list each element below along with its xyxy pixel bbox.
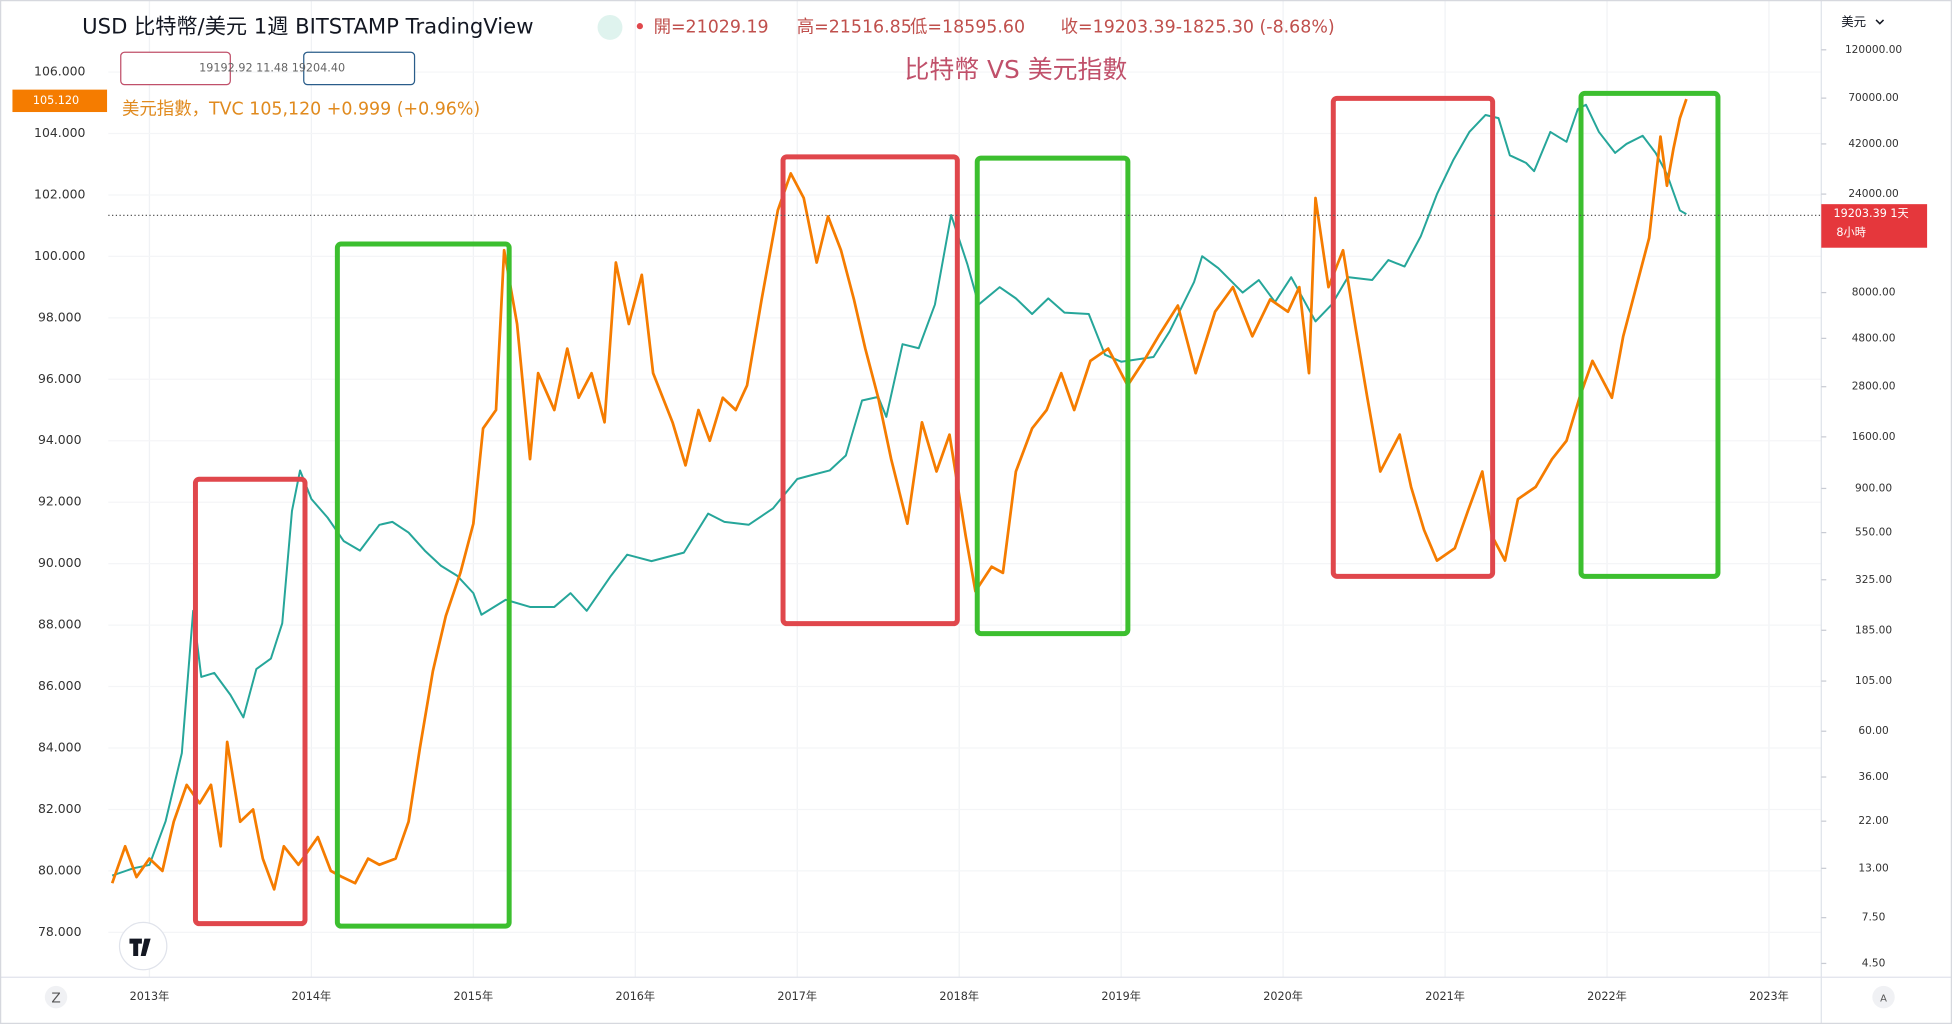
x-tick-label: 2018年 bbox=[939, 989, 979, 1003]
y-tick-label: 92.000 bbox=[38, 494, 82, 509]
input-box[interactable] bbox=[303, 51, 416, 86]
symbol-title: USD 比特幣/美元 1週 BITSTAMP TradingView bbox=[82, 13, 533, 38]
button-bg[interactable] bbox=[1872, 985, 1895, 1009]
x-tick-label: 2014年 bbox=[292, 989, 332, 1003]
y-tick-label: 94.000 bbox=[38, 432, 82, 447]
plot bbox=[110, 98, 1688, 891]
status-icon bbox=[597, 14, 623, 40]
green-box bbox=[334, 241, 512, 929]
x-tick-label: 2017年 bbox=[777, 989, 817, 1003]
y-tick-label: 88.000 bbox=[38, 617, 82, 632]
zoom-button[interactable]: Z bbox=[51, 990, 60, 1006]
y2-tick-label: 7.50 bbox=[1862, 912, 1886, 924]
ohlc-high: 高=21516.85 bbox=[797, 17, 912, 37]
y2-tick-label: 900.00 bbox=[1855, 482, 1892, 494]
y2-tick-label: 4.50 bbox=[1862, 957, 1886, 969]
logo-mark bbox=[129, 938, 151, 957]
input-values: 19192.92 11.48 19204.40 bbox=[199, 61, 345, 74]
y2-tick-label: 105.00 bbox=[1855, 675, 1892, 687]
right-price-tag-bg bbox=[1821, 204, 1928, 248]
y2-tick-label: 4800.00 bbox=[1852, 332, 1896, 344]
y2-tick-label: 2800.00 bbox=[1852, 381, 1896, 393]
x-tick-label: 2022年 bbox=[1587, 989, 1627, 1003]
y2-tick-label: 1600.00 bbox=[1852, 431, 1896, 443]
y-tick-label: 104.000 bbox=[34, 125, 86, 140]
x-tick-label: 2015年 bbox=[454, 989, 494, 1003]
red-box bbox=[780, 154, 960, 627]
currency-caret bbox=[1875, 19, 1885, 25]
button-bg[interactable] bbox=[44, 985, 68, 1009]
y2-tick-label: 120000.00 bbox=[1845, 44, 1902, 56]
y2-tick-label: 42000.00 bbox=[1848, 138, 1899, 150]
status-dot bbox=[636, 23, 643, 30]
ohlc-open: 開=21029.19 bbox=[654, 17, 769, 37]
y2-tick-label: 36.00 bbox=[1858, 771, 1889, 783]
y-tick-label: 84.000 bbox=[38, 739, 82, 754]
x-tick-label: 2021年 bbox=[1425, 989, 1465, 1003]
currency[interactable]: 美元 bbox=[1841, 14, 1866, 29]
y2-tick-label: 70000.00 bbox=[1848, 92, 1899, 104]
input-box[interactable] bbox=[120, 51, 231, 86]
y-tick-label: 96.000 bbox=[38, 371, 82, 386]
y2-tick-label: 22.00 bbox=[1858, 815, 1889, 827]
x-tick-label: 2020年 bbox=[1263, 989, 1303, 1003]
left-price-tag: 105.120 bbox=[33, 94, 79, 107]
y-tick-label: 100.000 bbox=[34, 248, 86, 263]
y2-tick-label: 8000.00 bbox=[1852, 287, 1896, 299]
y-tick-label: 102.000 bbox=[34, 186, 86, 201]
y-tick-label: 78.000 bbox=[38, 924, 82, 939]
y2-tick-label: 13.00 bbox=[1858, 862, 1889, 874]
x-tick-label: 2019年 bbox=[1101, 989, 1141, 1003]
right-price-tag-sub: 8小時 bbox=[1836, 226, 1866, 239]
x-tick-label: 2023年 bbox=[1749, 989, 1789, 1003]
y-tick-label: 80.000 bbox=[38, 862, 82, 877]
y-tick-label: 90.000 bbox=[38, 555, 82, 570]
x-tick-label: 2016年 bbox=[615, 989, 655, 1003]
chart-title: 比特幣 VS 美元指數 bbox=[904, 55, 1127, 84]
y2-tick-label: 325.00 bbox=[1855, 574, 1892, 586]
legend-entry: 美元指數，TVC 105,120 +0.999 (+0.96%) bbox=[122, 100, 480, 120]
right-price-tag: 19203.39 1天 bbox=[1833, 207, 1908, 220]
series-line bbox=[110, 98, 1688, 891]
x-tick-label: 2013年 bbox=[130, 989, 170, 1003]
left-price-tag-bg bbox=[12, 89, 108, 113]
red-box bbox=[1330, 95, 1496, 579]
ohlc-low: 低=18595.60 bbox=[910, 17, 1025, 37]
red-box bbox=[192, 476, 308, 927]
green-box bbox=[974, 155, 1131, 637]
highlight-boxes bbox=[192, 90, 1721, 929]
series-line bbox=[111, 103, 1687, 877]
green-box bbox=[1578, 90, 1721, 579]
ohlc-close: 收=19203.39-1825.30 (-8.68%) bbox=[1061, 17, 1335, 37]
y-tick-label: 106.000 bbox=[34, 64, 86, 79]
y-tick-label: 86.000 bbox=[38, 678, 82, 693]
y2-tick-label: 185.00 bbox=[1855, 624, 1892, 636]
y2-tick-label: 24000.00 bbox=[1848, 188, 1899, 200]
y-tick-label: 82.000 bbox=[38, 801, 82, 816]
auto-button[interactable]: A bbox=[1880, 993, 1887, 1004]
y-tick-label: 98.000 bbox=[38, 309, 82, 324]
y2-tick-label: 60.00 bbox=[1858, 725, 1889, 737]
y2-tick-label: 550.00 bbox=[1855, 527, 1892, 539]
